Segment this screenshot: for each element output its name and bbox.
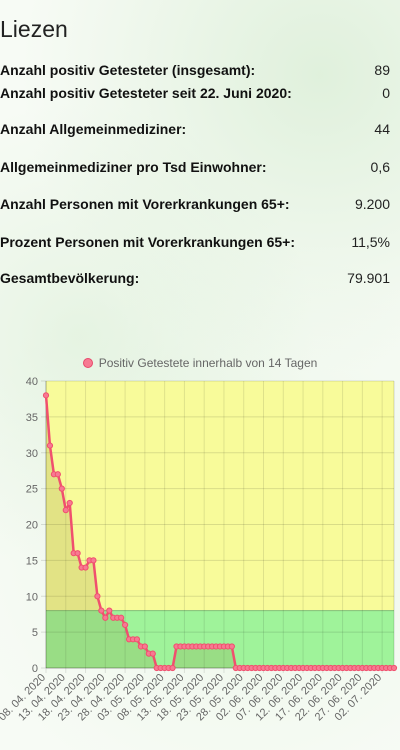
y-tick-label: 30 (26, 448, 38, 460)
legend-label: Positiv Getestete innerhalb von 14 Tagen (98, 356, 318, 370)
y-tick-label: 35 (26, 412, 38, 424)
data-point (228, 643, 235, 650)
data-point (118, 614, 125, 621)
stat-total-positive: Anzahl positiv Getesteter (insgesamt): 8… (0, 60, 390, 80)
data-point (58, 485, 65, 492)
y-tick-label: 10 (26, 591, 38, 603)
chart-legend[interactable]: Positiv Getestete innerhalb von 14 Tagen (0, 356, 400, 370)
stat-general-practitioners: Anzahl Allgemeinmediziner: 44 (0, 119, 390, 139)
stat-value: 11,5% (351, 234, 390, 250)
data-point (121, 621, 129, 629)
data-point (141, 643, 148, 650)
stat-value: 44 (374, 121, 390, 137)
data-point (46, 442, 54, 449)
y-tick-label: 40 (26, 376, 38, 388)
stat-value: 79.901 (347, 270, 390, 286)
data-point (390, 664, 398, 672)
series-area (46, 395, 394, 668)
stat-label: Prozent Personen mit Vorerkrankungen 65+… (0, 234, 295, 250)
stat-preexisting-percent: Prozent Personen mit Vorerkrankungen 65+… (0, 232, 390, 252)
stat-positive-since: Anzahl positiv Getesteter seit 22. Juni … (0, 83, 390, 103)
data-point (149, 650, 156, 657)
stat-population: Gesamtbevölkerung: 79.901 (0, 268, 390, 288)
stat-value: 89 (374, 62, 390, 78)
data-point (98, 607, 105, 614)
data-point (54, 471, 61, 478)
yellow-threshold-band (46, 381, 394, 611)
data-point (82, 564, 89, 571)
stat-value: 0,6 (370, 159, 390, 175)
stat-label: Anzahl positiv Getesteter seit 22. Juni … (0, 85, 292, 101)
data-point (94, 593, 101, 600)
stat-value: 9.200 (354, 196, 390, 212)
data-point (102, 614, 109, 621)
data-point (133, 636, 141, 643)
legend-marker-icon (82, 358, 93, 368)
y-tick-label: 20 (26, 520, 38, 532)
stat-label: Anzahl Personen mit Vorerkrankungen 65+: (0, 196, 290, 212)
district-title: Liezen (0, 16, 68, 42)
stat-label: Anzahl Allgemeinmediziner: (0, 121, 187, 137)
y-tick-label: 25 (26, 484, 38, 496)
stat-preexisting-count: Anzahl Personen mit Vorerkrankungen 65+:… (0, 194, 390, 214)
y-tick-label: 15 (26, 555, 38, 567)
stat-practitioners-per-thousand: Allgemeinmediziner pro Tsd Einwohner: 0,… (0, 157, 390, 177)
stat-label: Allgemeinmediziner pro Tsd Einwohner: (0, 159, 267, 175)
data-point (169, 664, 176, 672)
stat-label: Anzahl positiv Getesteter (insgesamt): (0, 62, 256, 78)
data-point (106, 607, 113, 614)
y-tick-label: 0 (32, 663, 38, 675)
data-point (74, 550, 81, 557)
data-point (62, 507, 69, 514)
y-tick-label: 5 (32, 627, 38, 639)
stat-label: Gesamtbevölkerung: (0, 270, 140, 286)
data-point (66, 499, 73, 507)
data-point (90, 557, 97, 564)
stat-value: 0 (382, 85, 390, 101)
data-point (42, 392, 50, 399)
